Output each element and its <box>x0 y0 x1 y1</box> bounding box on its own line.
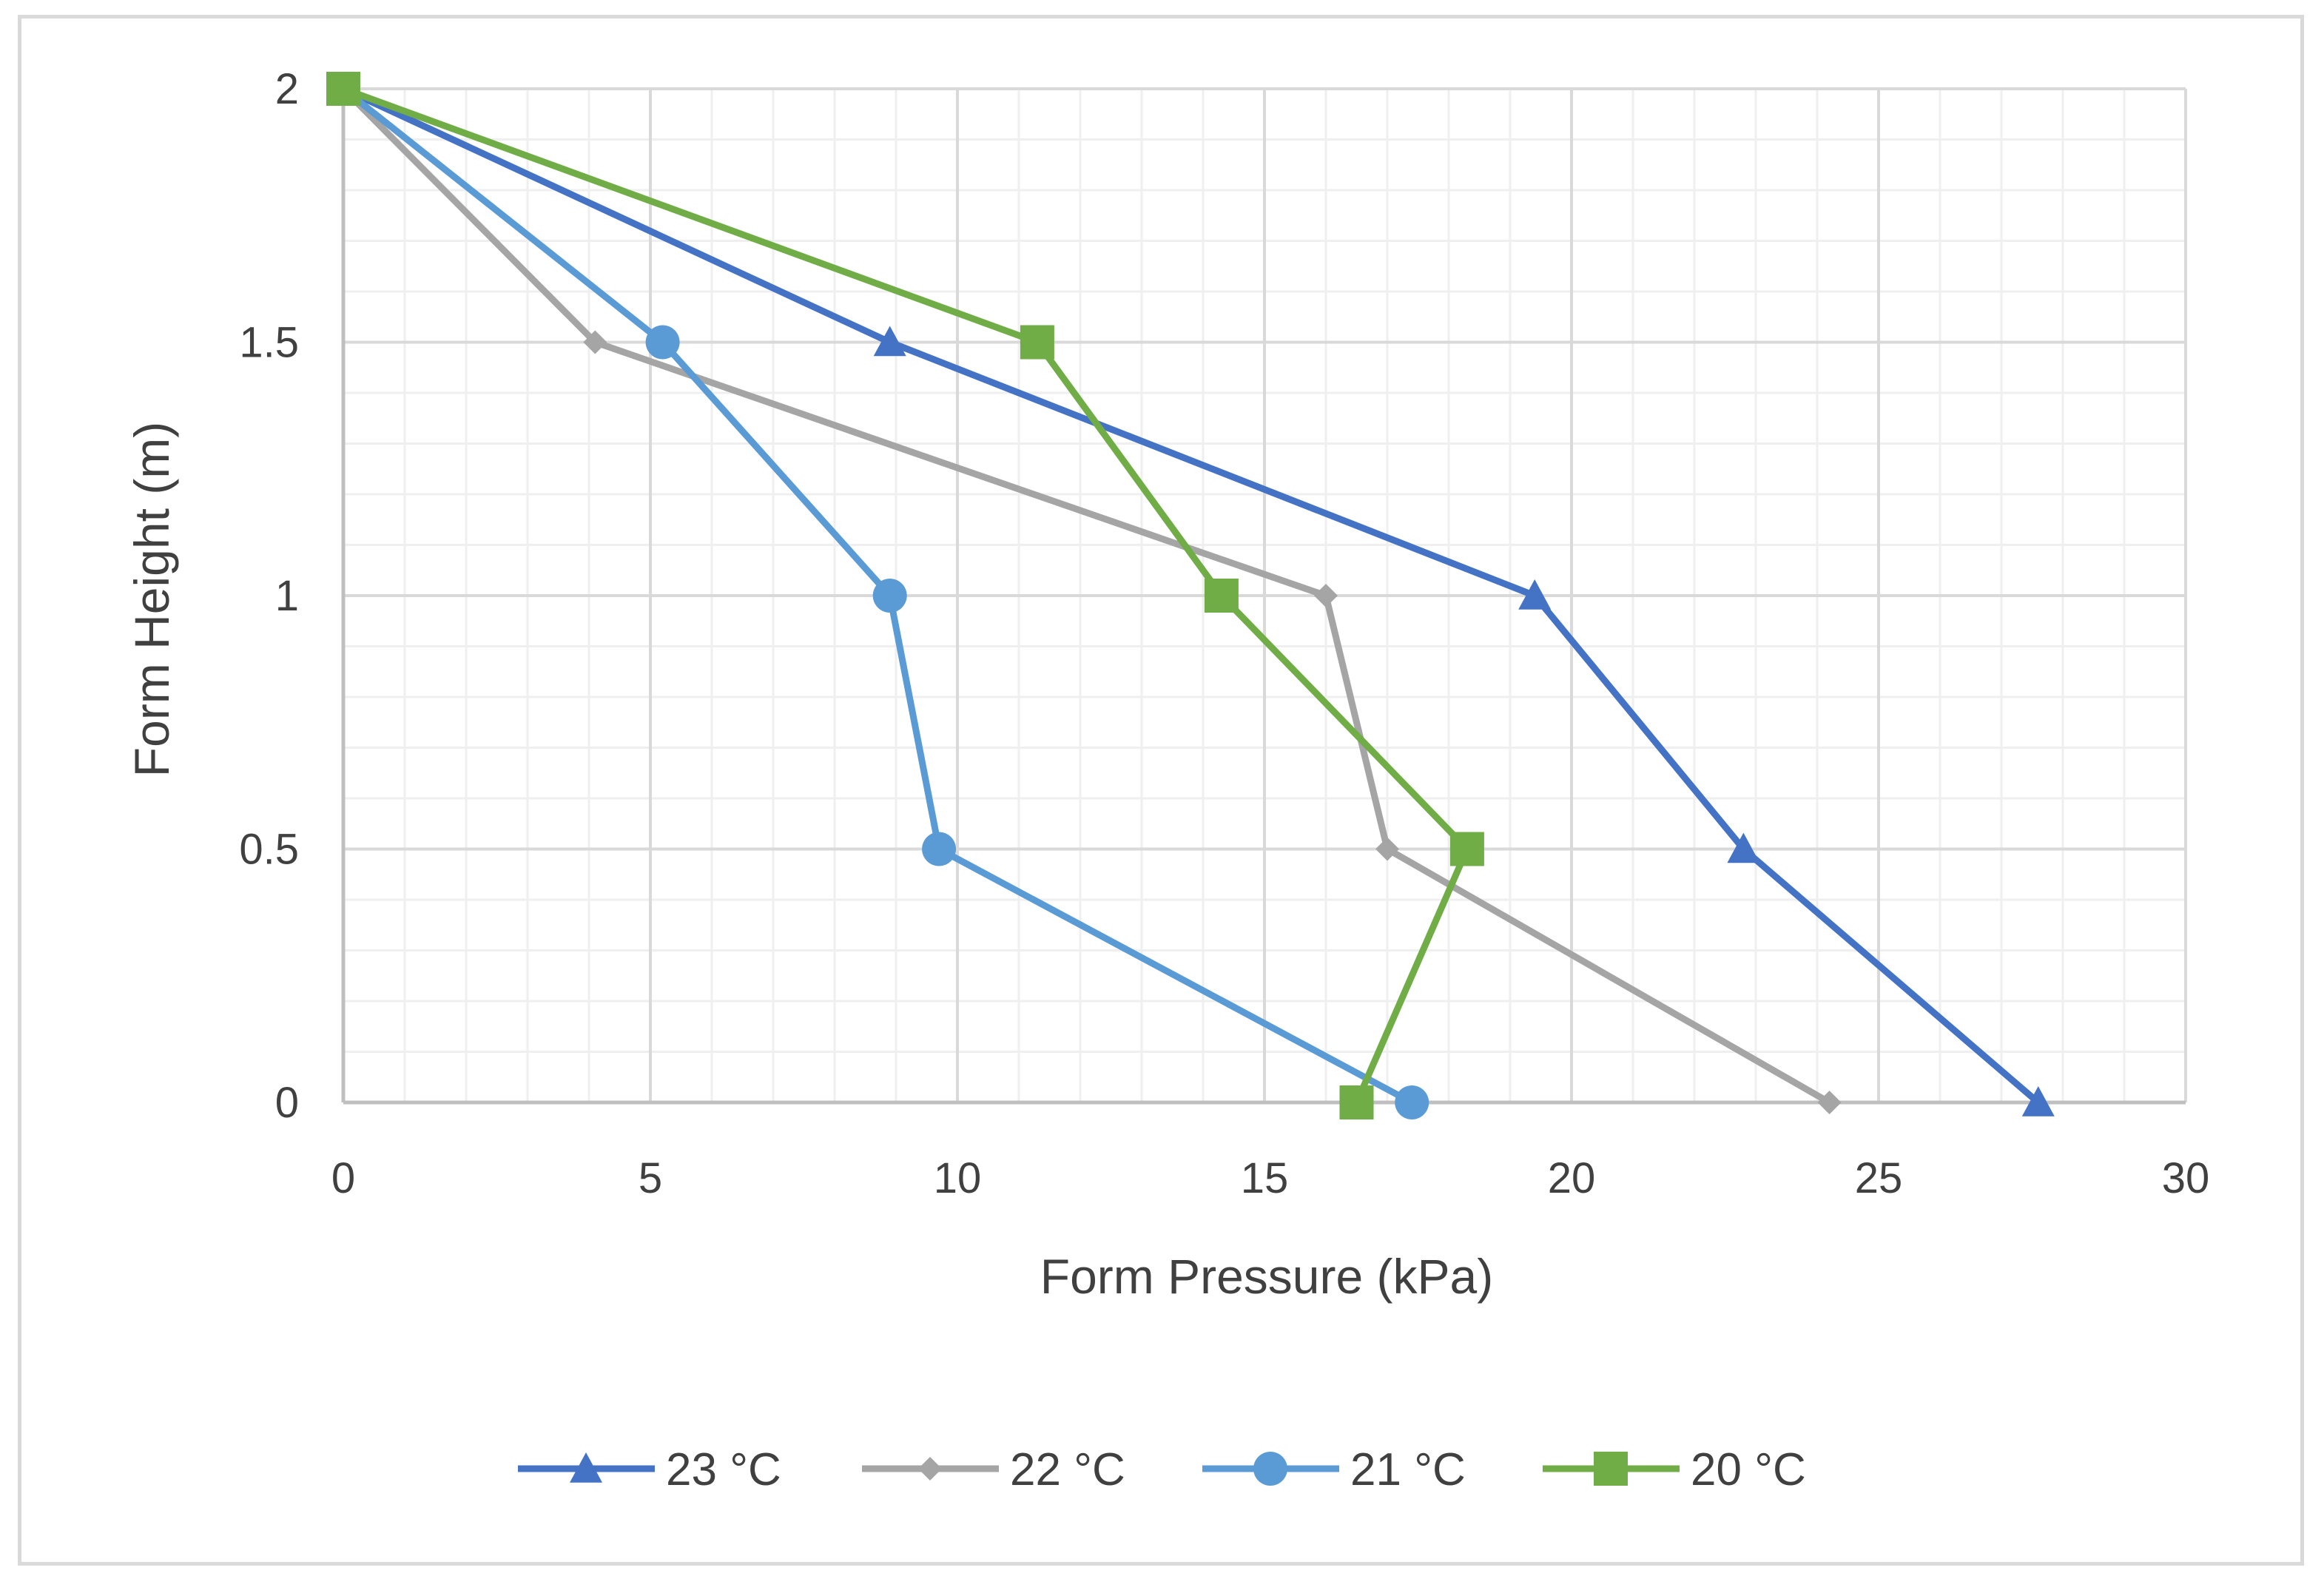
x-tick-label: 10 <box>934 1154 982 1202</box>
y-tick-label: 1 <box>275 572 299 620</box>
data-point <box>1375 837 1399 861</box>
data-point <box>1727 832 1760 863</box>
legend-item: 21 °C <box>1202 1444 1466 1495</box>
legend-label: 21 °C <box>1350 1444 1466 1495</box>
data-point <box>2021 1086 2055 1117</box>
series-4 <box>326 72 1484 1119</box>
legend-marker <box>1594 1452 1628 1486</box>
legend-item: 22 °C <box>862 1444 1125 1495</box>
tick-labels: 0 5 10 15 20 25 30 0 0.5 1 1.5 2 <box>239 65 2209 1202</box>
legend-label: 20 °C <box>1691 1444 1806 1495</box>
x-tick-label: 0 <box>331 1154 355 1202</box>
y-tick-label: 1.5 <box>239 319 299 367</box>
x-tick-label: 20 <box>1548 1154 1596 1202</box>
legend-marker <box>570 1452 602 1483</box>
legend-item: 23 °C <box>518 1444 781 1495</box>
data-point <box>873 326 906 357</box>
x-tick-label: 30 <box>2162 1154 2210 1202</box>
data-point <box>1204 579 1239 613</box>
data-point <box>1518 579 1552 610</box>
major-gridlines <box>343 87 2187 1102</box>
legend-item: 20 °C <box>1543 1444 1806 1495</box>
data-point <box>1817 1091 1842 1114</box>
legend: 23 °C 22 °C 21 °C 20 °C <box>518 1444 1806 1495</box>
data-point <box>872 579 907 613</box>
data-point <box>1449 832 1484 866</box>
x-tick-label: 15 <box>1241 1154 1289 1202</box>
data-point <box>1020 325 1054 360</box>
x-axis-title: Form Pressure (kPa) <box>1040 1249 1493 1304</box>
legend-marker <box>918 1457 942 1481</box>
data-point <box>922 832 957 866</box>
data-point <box>1314 584 1338 607</box>
axes <box>341 89 2186 1105</box>
y-tick-label: 0.5 <box>239 826 299 874</box>
y-tick-label: 2 <box>275 65 299 113</box>
legend-label: 23 °C <box>666 1444 781 1495</box>
y-tick-label: 0 <box>275 1079 299 1127</box>
data-point <box>326 72 360 106</box>
x-tick-label: 5 <box>639 1154 662 1202</box>
data-point <box>1339 1085 1374 1119</box>
y-axis-title: Form Height (m) <box>124 422 179 777</box>
legend-label: 22 °C <box>1010 1444 1125 1495</box>
legend-marker <box>1253 1452 1287 1486</box>
data-point <box>645 325 680 360</box>
data-point <box>583 330 607 354</box>
series-layer <box>326 72 2055 1119</box>
x-tick-label: 25 <box>1855 1154 1903 1202</box>
data-point <box>1395 1085 1429 1119</box>
chart-frame <box>18 15 2304 1566</box>
